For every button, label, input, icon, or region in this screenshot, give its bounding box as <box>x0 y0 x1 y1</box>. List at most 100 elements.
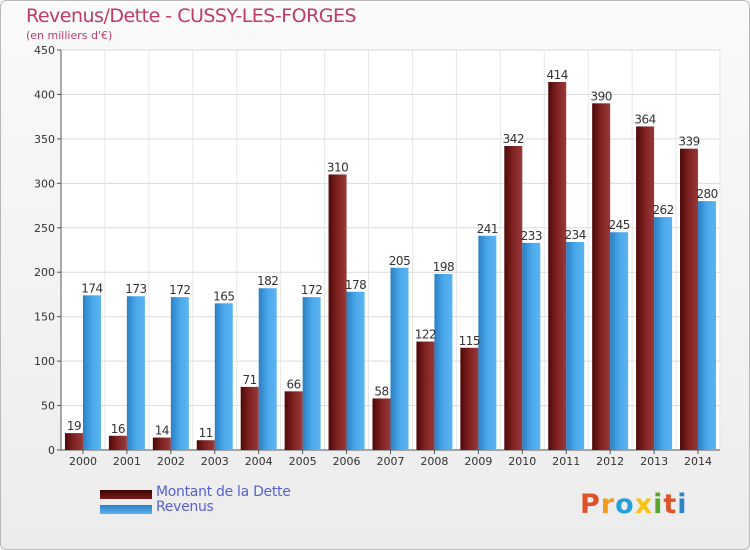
bar-revenus <box>522 242 541 450</box>
x-tick-label: 2011 <box>552 455 580 468</box>
bar-revenus <box>434 274 453 450</box>
x-tick-label: 2002 <box>157 455 185 468</box>
data-label-revenus: 205 <box>389 254 410 268</box>
data-label-revenus: 198 <box>433 260 454 274</box>
data-label-dette: 58 <box>374 384 388 398</box>
data-labels: 19 174 16 173 14 172 11 165 71 182 66 172 310 178 58 20… <box>67 68 718 440</box>
bar-revenus <box>170 297 189 450</box>
bar-dette <box>636 126 655 450</box>
data-label-revenus: 245 <box>608 218 629 232</box>
proxiti-logo: Proxiti <box>580 489 688 520</box>
logo-letter: o <box>615 489 635 520</box>
bar-revenus <box>258 288 277 450</box>
bar-dette <box>152 437 171 450</box>
data-label-dette: 414 <box>547 68 568 82</box>
x-tick-label: 2000 <box>69 455 97 468</box>
bar-dette <box>372 398 391 450</box>
y-tick-label: 400 <box>34 88 55 101</box>
x-tick-label: 2005 <box>289 455 317 468</box>
data-label-revenus: 178 <box>345 278 366 292</box>
x-tick-label: 2004 <box>245 455 273 468</box>
logo-letter: P <box>580 489 601 520</box>
bar-revenus <box>302 297 321 450</box>
data-label-revenus: 174 <box>81 281 102 295</box>
bar-dette <box>328 174 347 450</box>
bar-revenus <box>82 295 101 450</box>
data-label-revenus: 173 <box>125 282 146 296</box>
data-label-dette: 310 <box>327 160 348 174</box>
bar-revenus <box>610 232 629 450</box>
x-tick-label: 2012 <box>596 455 624 468</box>
bar-revenus <box>346 291 365 450</box>
data-label-dette: 19 <box>67 419 81 433</box>
legend-swatch-dette <box>100 490 152 499</box>
bars <box>64 82 717 450</box>
logo-letter: x <box>634 489 654 520</box>
logo-letter: i <box>653 489 664 520</box>
y-tick-label: 250 <box>34 222 55 235</box>
data-label-dette: 342 <box>503 132 524 146</box>
data-label-revenus: 241 <box>477 222 498 236</box>
bar-dette <box>460 347 479 450</box>
bar-dette <box>504 146 523 450</box>
bar-revenus <box>126 296 145 450</box>
legend-swatch-revenus <box>100 505 152 514</box>
data-label-dette: 66 <box>286 377 300 391</box>
legend-label-revenus: Revenus <box>156 499 214 515</box>
bar-dette <box>240 386 259 450</box>
chart-title: Revenus/Dette - CUSSY-LES-FORGES <box>26 5 357 27</box>
y-tick-label: 200 <box>34 266 55 279</box>
bar-dette <box>416 341 435 450</box>
logo-letter: r <box>600 489 616 520</box>
y-tick-label: 350 <box>34 133 55 146</box>
bar-revenus <box>390 267 409 450</box>
y-tick-label: 50 <box>41 400 55 413</box>
bar-revenus <box>214 303 233 450</box>
bar-dette <box>680 148 699 450</box>
data-label-dette: 11 <box>199 426 213 440</box>
data-label-dette: 14 <box>155 424 169 438</box>
y-tick-label: 150 <box>34 311 55 324</box>
y-tick-label: 0 <box>48 444 55 457</box>
bar-revenus <box>566 242 585 450</box>
data-label-revenus: 234 <box>565 228 586 242</box>
x-tick-label: 2008 <box>420 455 448 468</box>
bar-revenus <box>698 201 717 450</box>
data-label-dette: 390 <box>590 89 611 103</box>
data-label-dette: 16 <box>111 422 125 436</box>
bar-dette <box>196 440 215 450</box>
bar-dette <box>284 391 303 450</box>
x-tick-label: 2009 <box>464 455 492 468</box>
logo-letter: i <box>677 489 688 520</box>
x-tick-label: 2006 <box>333 455 361 468</box>
data-label-revenus: 262 <box>652 203 673 217</box>
x-tick-label: 2010 <box>508 455 536 468</box>
bar-revenus <box>478 235 497 450</box>
data-label-revenus: 280 <box>696 187 717 201</box>
data-label-revenus: 233 <box>521 229 542 243</box>
logo-letter: t <box>663 489 678 520</box>
x-tick-label: 2003 <box>201 455 229 468</box>
y-tick-label: 450 <box>34 44 55 57</box>
data-label-revenus: 165 <box>213 289 234 303</box>
x-tick-label: 2013 <box>640 455 668 468</box>
y-tick-label: 100 <box>34 355 55 368</box>
bar-revenus <box>654 217 673 450</box>
data-label-dette: 364 <box>634 112 655 126</box>
data-label-revenus: 182 <box>257 274 278 288</box>
data-label-revenus: 172 <box>301 283 322 297</box>
axes: 0 50 100 150 200 250 300 350 400 450 2000 2001 2002 2… <box>34 44 720 468</box>
bar-dette <box>64 433 83 450</box>
bar-dette <box>548 82 567 450</box>
legend-label-dette: Montant de la Dette <box>156 484 291 500</box>
x-tick-label: 2014 <box>684 455 712 468</box>
data-label-revenus: 172 <box>169 283 190 297</box>
bar-dette <box>108 435 127 450</box>
y-tick-label: 300 <box>34 177 55 190</box>
x-tick-label: 2001 <box>113 455 141 468</box>
data-label-dette: 71 <box>243 373 257 387</box>
bar-dette <box>592 103 611 450</box>
data-label-dette: 122 <box>415 328 436 342</box>
chart-subtitle: (en milliers d'€) <box>26 29 113 42</box>
